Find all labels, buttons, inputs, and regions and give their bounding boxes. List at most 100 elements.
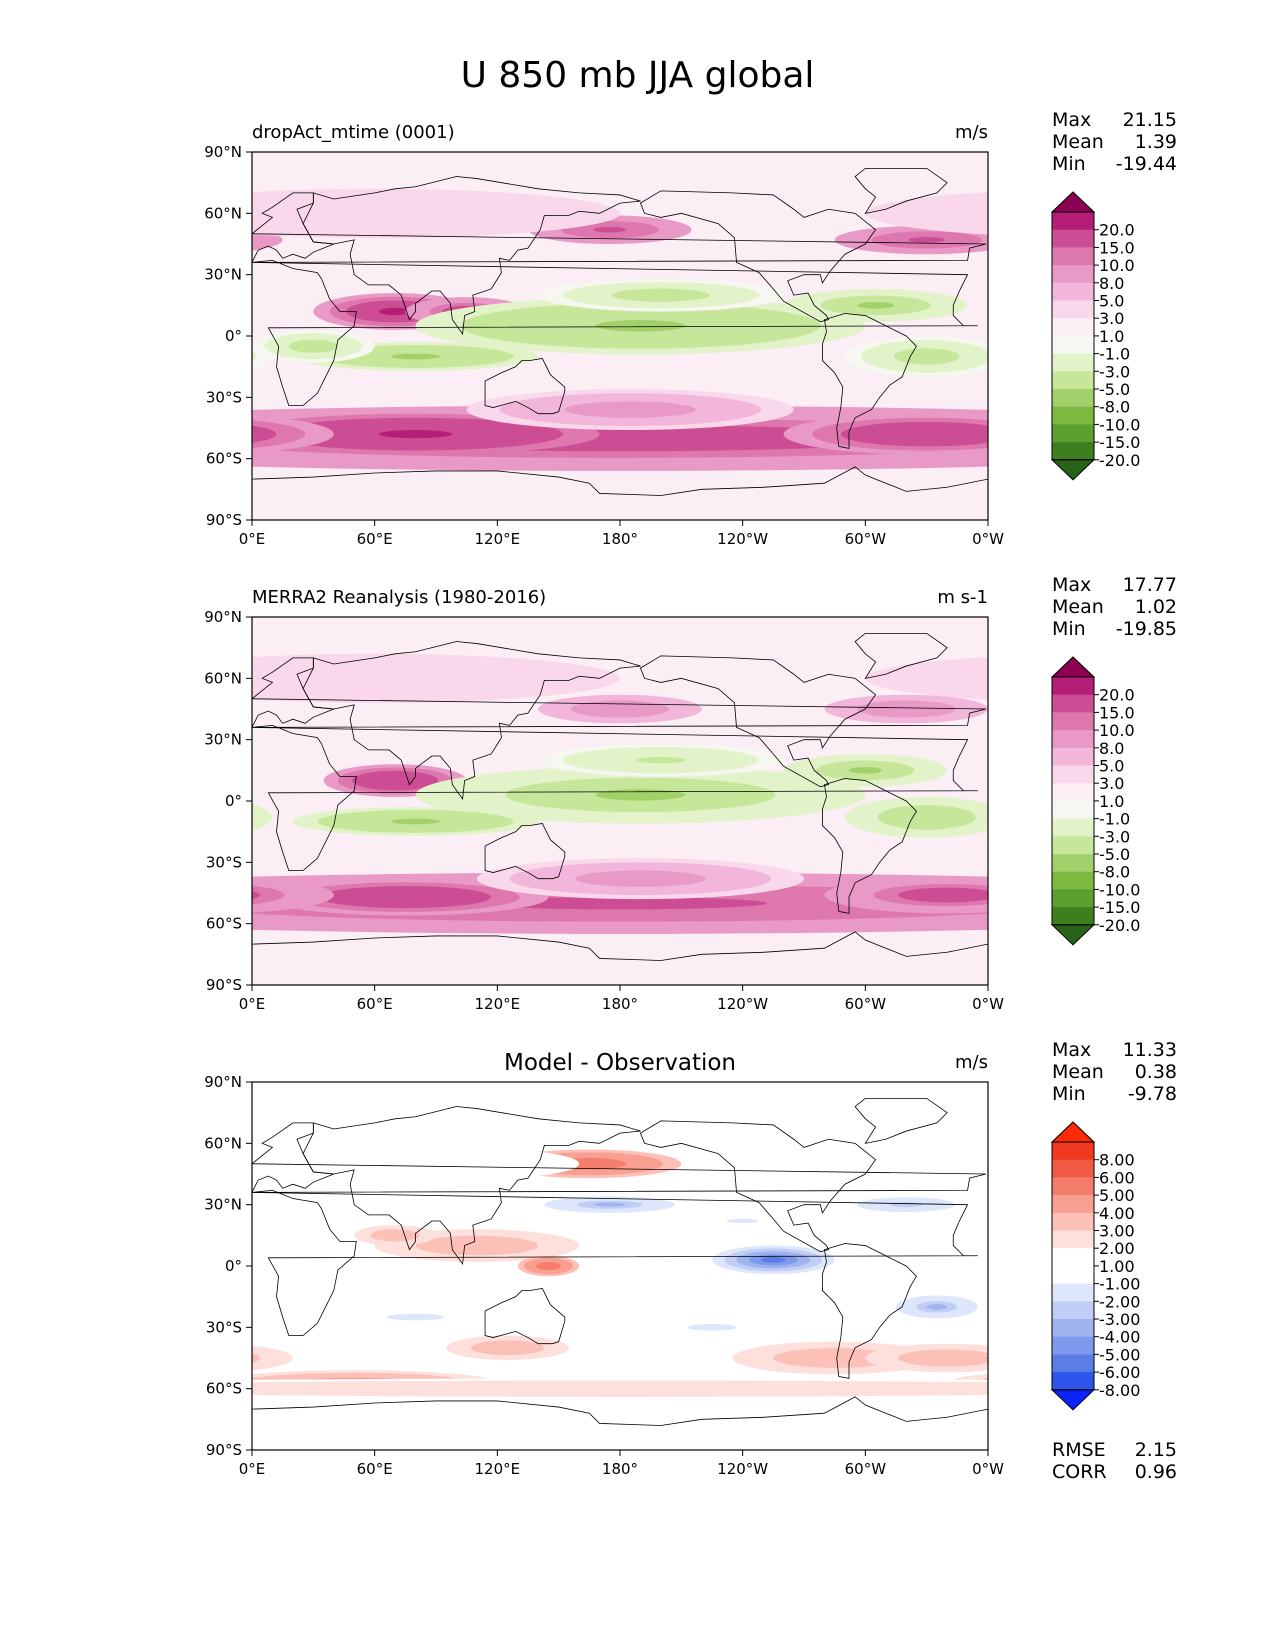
colorbar-tick-label: 1.0	[1099, 327, 1124, 346]
x-tick-label: 60°W	[845, 530, 887, 548]
colorbar-bin	[1052, 1212, 1094, 1231]
colorbar-bin	[1052, 800, 1094, 820]
contour-band	[252, 420, 306, 448]
colorbar-tick-label: -20.0	[1099, 451, 1140, 470]
contour-band	[252, 1353, 261, 1363]
colorbar-tick-label: -20.0	[1099, 916, 1140, 935]
colorbar-bin	[1052, 265, 1094, 284]
colorbar-bin	[1052, 1336, 1094, 1355]
panel-1: 0°E 60°E 120°E 180° 120°W 60°W 0°W 90°N 60°N 30°N…	[204, 109, 1177, 548]
coastline-north-america	[639, 655, 877, 788]
y-tick-label: 30°S	[206, 388, 242, 406]
contour-band	[963, 205, 988, 222]
contour-band	[378, 430, 453, 439]
colorbar-tick-label: 1.00	[1099, 1257, 1135, 1276]
colorbar-tick-label: 8.0	[1099, 739, 1124, 758]
contour-band	[595, 320, 686, 332]
colorbar-bin	[1052, 1230, 1094, 1249]
contour-band	[376, 893, 434, 901]
units-label: m s-1	[937, 587, 988, 608]
colorbar-bin	[1052, 1301, 1094, 1320]
contour-band	[386, 1233, 404, 1238]
panel-title: Model - Observation	[504, 1050, 736, 1076]
colorbar-tick-label: -3.00	[1099, 1310, 1140, 1329]
contour-band	[898, 430, 956, 439]
coastline-asia	[302, 176, 641, 336]
contour-band	[386, 1313, 445, 1321]
contour-band	[570, 1160, 608, 1167]
colorbar-bin	[1052, 712, 1094, 731]
colorbar-tick-label: -1.00	[1099, 1275, 1140, 1294]
colorbar-tick-label: 8.00	[1099, 1151, 1135, 1170]
stat-label: Min	[1052, 153, 1086, 175]
colorbar-extend-min	[1050, 924, 1096, 946]
x-tick-label: 180°	[602, 1460, 638, 1478]
colorbar: 20.015.010.08.05.03.01.0-1.0-3.0-5.0-8.0…	[1050, 656, 1140, 946]
contour-band	[542, 1263, 555, 1269]
coastline-australia	[484, 1288, 566, 1345]
colorbar-bin	[1052, 1319, 1094, 1338]
y-tick-label: 0°	[225, 1257, 242, 1275]
x-tick-label: 0°W	[972, 1460, 1004, 1478]
coastline-europe	[252, 192, 987, 263]
colorbar-tick-label: 5.0	[1099, 292, 1124, 311]
footer-stat-label: RMSE	[1052, 1439, 1106, 1461]
colorbar-tick-label: 20.0	[1099, 221, 1135, 240]
units-label: m/s	[955, 1052, 988, 1073]
colorbar-bin	[1052, 677, 1094, 696]
colorbar-tick-label: -1.0	[1099, 810, 1130, 829]
colorbar-tick-label: 20.0	[1099, 686, 1135, 705]
colorbar-extend-min	[1050, 1389, 1096, 1411]
colorbar-bin	[1052, 1177, 1094, 1196]
stat-value: 0.38	[1135, 1061, 1177, 1083]
y-tick-label: 0°	[225, 327, 242, 345]
colorbar-bin	[1052, 836, 1094, 855]
colorbar-tick-label: 15.0	[1099, 703, 1135, 722]
stat-label: Max	[1052, 1039, 1091, 1061]
colorbar-tick-label: -5.00	[1099, 1345, 1140, 1364]
colorbar-bin	[1052, 871, 1094, 890]
y-tick-label: 90°N	[204, 143, 242, 161]
colorbar-tick-label: 3.0	[1099, 309, 1124, 328]
y-tick-label: 30°S	[206, 853, 242, 871]
coastline-antarctica	[252, 931, 988, 985]
contour-band	[910, 352, 944, 361]
colorbar: 20.015.010.08.05.03.01.0-1.0-3.0-5.0-8.0…	[1050, 191, 1140, 481]
contour-band	[848, 767, 882, 774]
x-tick-label: 120°W	[717, 530, 768, 548]
colorbar-tick-label: 3.0	[1099, 774, 1124, 793]
coastline-asia	[302, 1106, 641, 1266]
contour-band	[889, 706, 923, 712]
x-tick-label: 60°E	[357, 1460, 393, 1478]
colorbar-bin	[1052, 730, 1094, 749]
contour-band	[301, 342, 326, 350]
colorbar-bin	[1052, 907, 1094, 926]
contour-band	[252, 350, 257, 363]
contour-band	[857, 302, 894, 309]
map-1	[252, 152, 988, 520]
x-tick-label: 120°W	[717, 995, 768, 1013]
contour-band	[391, 353, 441, 360]
contour-band	[636, 756, 686, 764]
y-tick-label: 30°N	[204, 266, 242, 284]
colorbar-extend-max	[1050, 1121, 1096, 1143]
colorbar-bin	[1052, 765, 1094, 784]
stat-value: -19.85	[1116, 618, 1177, 640]
coastline-africa	[252, 259, 978, 406]
contour-band	[963, 670, 988, 687]
y-tick-label: 90°S	[206, 976, 242, 994]
colorbar-bin	[1052, 1372, 1094, 1391]
colorbar-bin	[1052, 389, 1094, 408]
colorbar-tick-label: -10.0	[1099, 880, 1140, 899]
figure-title: U 850 mb JJA global	[460, 55, 815, 96]
coastline-australia	[484, 823, 566, 880]
colorbar-tick-label: 2.00	[1099, 1239, 1135, 1258]
x-tick-label: 0°E	[239, 995, 266, 1013]
contour-band	[252, 342, 273, 370]
stat-label: Max	[1052, 574, 1091, 596]
y-tick-label: 60°N	[204, 204, 242, 222]
coastline-south-america	[822, 313, 917, 449]
colorbar-tick-label: 4.00	[1099, 1204, 1135, 1223]
footer-stat-value: 0.96	[1135, 1461, 1177, 1483]
colorbar-tick-label: 10.0	[1099, 256, 1135, 275]
